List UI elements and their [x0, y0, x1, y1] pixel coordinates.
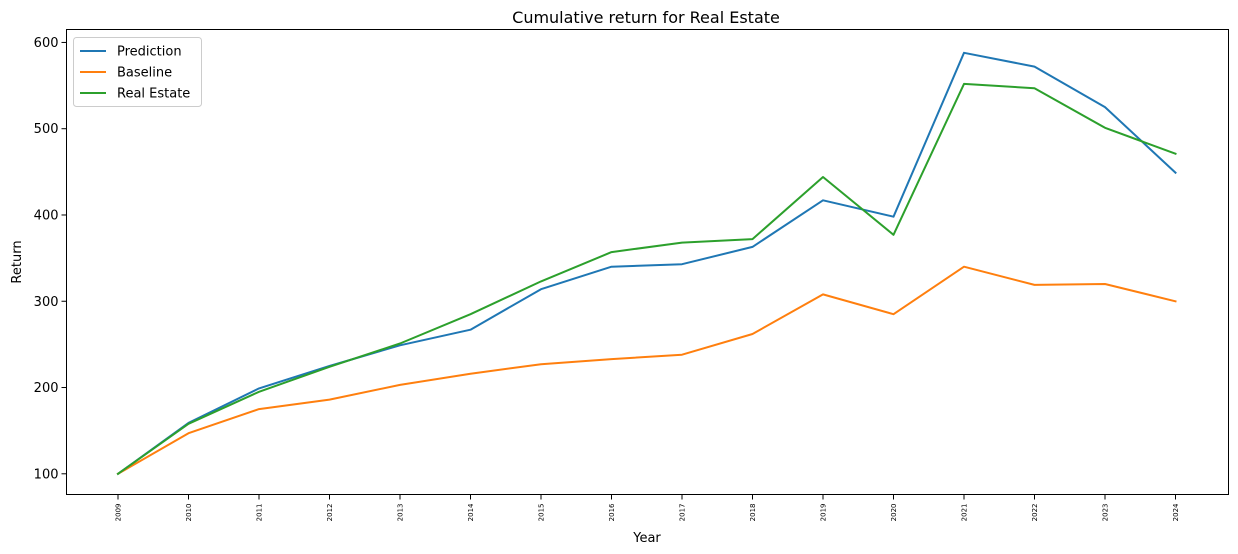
y-tick-label: 400	[34, 208, 59, 223]
legend-label: Real Estate	[117, 87, 190, 102]
x-tick-label: 2014	[467, 503, 475, 521]
y-tick-label: 100	[34, 467, 59, 482]
x-tick-label: 2018	[749, 504, 757, 522]
x-tick-label: 2011	[256, 504, 264, 522]
y-tick-label: 600	[34, 36, 59, 51]
x-axis-label: Year	[632, 531, 661, 546]
legend: Prediction Baseline Real Estate	[73, 37, 202, 107]
y-tick-label: 300	[34, 295, 59, 310]
y-axis: 100 200 300 400 500 600	[34, 36, 67, 482]
legend-box	[73, 37, 202, 107]
x-tick-label: 2013	[397, 504, 405, 522]
y-axis-label: Return	[10, 240, 25, 283]
x-tick-label: 2023	[1102, 504, 1110, 522]
series-line-baseline	[116, 265, 1177, 476]
x-tick-label: 2021	[961, 504, 969, 522]
legend-label: Prediction	[117, 45, 182, 60]
x-tick-label: 2016	[608, 503, 616, 521]
x-axis: 2009 2010 2011 2012 2013 2014 2015 2016 2017 2018…	[115, 494, 1180, 522]
series-line-real-estate	[116, 82, 1177, 476]
x-tick-label: 2020	[890, 504, 898, 522]
x-tick-label: 2009	[115, 504, 123, 522]
y-tick-label: 500	[34, 122, 59, 137]
series-layer	[116, 51, 1177, 476]
x-tick-label: 2015	[538, 504, 546, 522]
plot-area	[66, 29, 1229, 495]
x-tick-label: 2022	[1031, 504, 1039, 522]
legend-label: Baseline	[117, 66, 172, 81]
x-tick-label: 2012	[326, 504, 334, 522]
x-tick-label: 2010	[185, 504, 193, 522]
x-tick-label: 2019	[820, 504, 828, 522]
series-line-prediction	[116, 51, 1177, 476]
x-tick-label: 2024	[1172, 503, 1180, 521]
chart-title: Cumulative return for Real Estate	[512, 8, 780, 27]
y-tick-label: 200	[34, 381, 59, 396]
x-tick-label: 2017	[679, 504, 687, 522]
